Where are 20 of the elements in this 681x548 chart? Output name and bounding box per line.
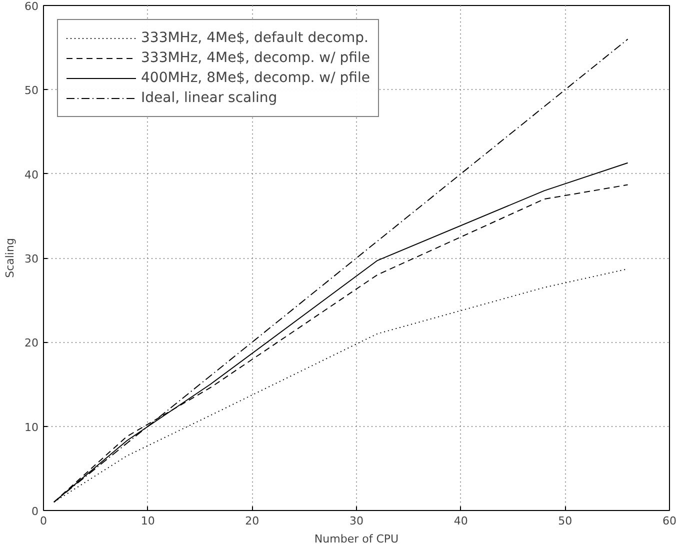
legend-label: 400MHz, 8Me$, decomp. w/ pfile: [141, 70, 370, 86]
x-axis-title: Number of CPU: [314, 532, 399, 546]
legend-label: 333MHz, 4Me$, decomp. w/ pfile: [141, 50, 370, 66]
x-tick-label: 30: [350, 514, 364, 528]
x-tick-label: 10: [140, 514, 155, 528]
x-tick-label: 0: [40, 514, 47, 528]
y-tick-label: 60: [24, 0, 39, 13]
x-tick-label: 60: [662, 514, 676, 528]
y-tick-label: 30: [24, 252, 39, 266]
legend-label: Ideal, linear scaling: [141, 90, 278, 106]
y-tick-label: 0: [32, 505, 38, 518]
y-axis-title: Scaling: [4, 238, 17, 278]
legend-label: 333MHz, 4Me$, default decomp.: [141, 30, 368, 46]
x-tick-label: 50: [558, 514, 572, 528]
y-tick-label: 40: [24, 168, 39, 182]
x-tick-label: 20: [245, 514, 260, 528]
x-tick-label: 40: [454, 514, 468, 528]
y-tick-label: 20: [24, 336, 39, 350]
y-tick-label: 50: [24, 84, 39, 98]
y-tick-label: 10: [24, 420, 39, 434]
